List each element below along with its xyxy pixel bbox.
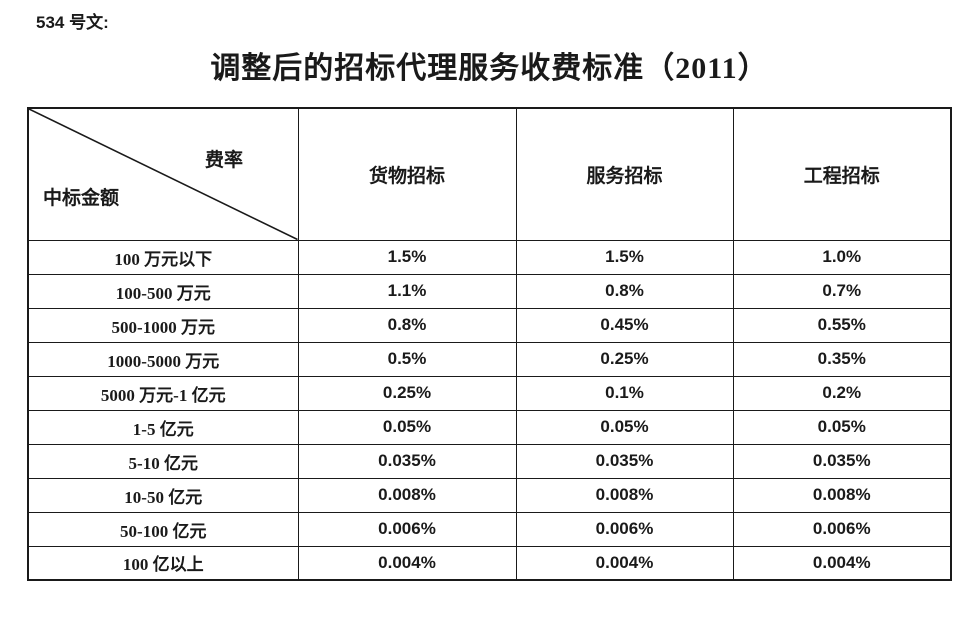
rate-value-cell: 0.008% <box>297 477 517 513</box>
rate-value-cell: 1.5% <box>297 239 517 275</box>
table-row: 1-5 亿元 0.05% 0.05% 0.05% <box>27 409 952 445</box>
table-row: 50-100 亿元 0.006% 0.006% 0.006% <box>27 511 952 547</box>
rate-value-cell: 0.8% <box>297 307 517 343</box>
doc-number-label: 534 号文: <box>36 13 109 32</box>
corner-header-cell: 费率 中标金额 <box>27 107 299 241</box>
rate-value-cell: 0.5% <box>297 341 517 377</box>
table-row: 5000 万元-1 亿元 0.25% 0.1% 0.2% <box>27 375 952 411</box>
row-label-amount-tier: 1000-5000 万元 <box>27 341 299 377</box>
rate-value-cell: 0.7% <box>732 273 952 309</box>
rate-value-cell: 0.2% <box>732 375 952 411</box>
rate-value-cell: 0.05% <box>297 409 517 445</box>
rate-value-cell: 0.1% <box>515 375 734 411</box>
rate-value-cell: 0.05% <box>515 409 734 445</box>
table-row: 1000-5000 万元 0.5% 0.25% 0.35% <box>27 341 952 377</box>
rate-value-cell: 0.45% <box>515 307 734 343</box>
table-row: 5-10 亿元 0.035% 0.035% 0.035% <box>27 443 952 479</box>
rate-value-cell: 0.25% <box>515 341 734 377</box>
table-row: 100 亿以上 0.004% 0.004% 0.004% <box>27 545 952 581</box>
rate-value-cell: 0.35% <box>732 341 952 377</box>
rate-value-cell: 0.008% <box>732 477 952 513</box>
page-title: 调整后的招标代理服务收费标准（2011） <box>210 52 769 85</box>
rate-value-cell: 0.004% <box>515 545 734 581</box>
column-header-engineering-bidding: 工程招标 <box>732 107 952 241</box>
table-row: 500-1000 万元 0.8% 0.45% 0.55% <box>27 307 952 343</box>
fee-rate-table: 费率 中标金额 货物招标 服务招标 工程招标 100 万元以下 1.5% 1.5% 1… <box>27 107 952 581</box>
table-row: 100 万元以下 1.5% 1.5% 1.0% <box>27 239 952 275</box>
rate-value-cell: 0.05% <box>732 409 952 445</box>
rate-value-cell: 0.035% <box>732 443 952 479</box>
table-row: 100-500 万元 1.1% 0.8% 0.7% <box>27 273 952 309</box>
column-header-goods-bidding: 货物招标 <box>297 107 517 241</box>
rate-value-cell: 1.0% <box>732 239 952 275</box>
rate-value-cell: 1.1% <box>297 273 517 309</box>
corner-label-bid-amount: 中标金额 <box>43 188 120 209</box>
rate-value-cell: 0.008% <box>515 477 734 513</box>
corner-label-fee-rate: 费率 <box>205 150 244 171</box>
rate-value-cell: 0.004% <box>732 545 952 581</box>
row-label-amount-tier: 5-10 亿元 <box>27 443 299 479</box>
column-header-service-bidding: 服务招标 <box>515 107 734 241</box>
rate-value-cell: 0.55% <box>732 307 952 343</box>
rate-value-cell: 0.006% <box>732 511 952 547</box>
rate-value-cell: 1.5% <box>515 239 734 275</box>
rate-value-cell: 0.006% <box>297 511 517 547</box>
row-label-amount-tier: 50-100 亿元 <box>27 511 299 547</box>
header-row: 费率 中标金额 货物招标 服务招标 工程招标 <box>27 107 952 241</box>
rate-value-cell: 0.004% <box>297 545 517 581</box>
rate-value-cell: 0.006% <box>515 511 734 547</box>
row-label-amount-tier: 5000 万元-1 亿元 <box>27 375 299 411</box>
rate-value-cell: 0.035% <box>515 443 734 479</box>
row-label-amount-tier: 10-50 亿元 <box>27 477 299 513</box>
row-label-amount-tier: 100 万元以下 <box>27 239 299 275</box>
table-row: 10-50 亿元 0.008% 0.008% 0.008% <box>27 477 952 513</box>
row-label-amount-tier: 1-5 亿元 <box>27 409 299 445</box>
rate-value-cell: 0.25% <box>297 375 517 411</box>
row-label-amount-tier: 100-500 万元 <box>27 273 299 309</box>
rate-value-cell: 0.035% <box>297 443 517 479</box>
row-label-amount-tier: 100 亿以上 <box>27 545 299 581</box>
rate-value-cell: 0.8% <box>515 273 734 309</box>
table-body: 100 万元以下 1.5% 1.5% 1.0% 100-500 万元 1.1% 0.8% 0.… <box>27 239 952 581</box>
diagonal-divider-line <box>29 109 298 240</box>
row-label-amount-tier: 500-1000 万元 <box>27 307 299 343</box>
